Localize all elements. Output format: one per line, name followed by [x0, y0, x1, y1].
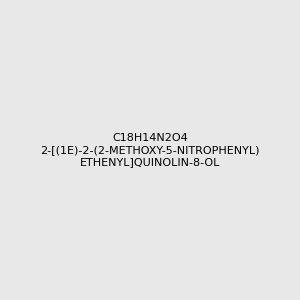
Text: C18H14N2O4
2-[(1E)-2-(2-METHOXY-5-NITROPHENYL)
ETHENYL]QUINOLIN-8-OL: C18H14N2O4 2-[(1E)-2-(2-METHOXY-5-NITROP…	[40, 134, 260, 166]
